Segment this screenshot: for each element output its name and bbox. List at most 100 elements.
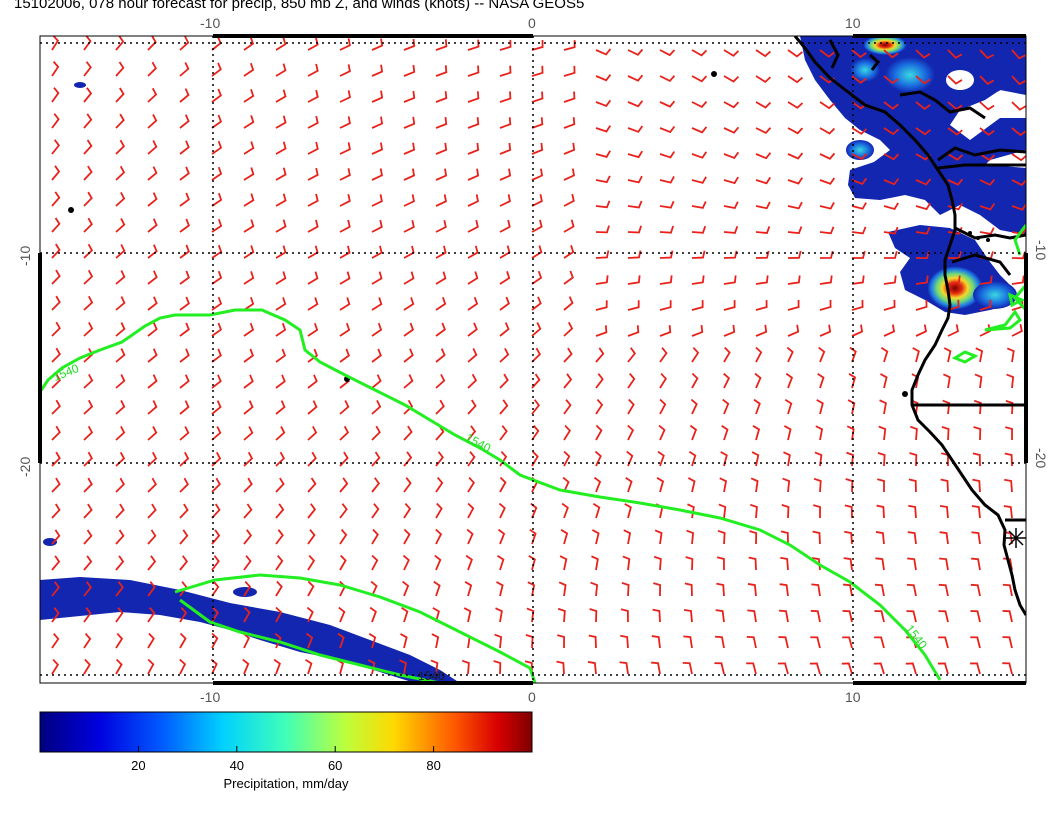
- wind-barb: [818, 346, 826, 363]
- wind-barb: [908, 478, 917, 493]
- wind-barb: [83, 217, 93, 233]
- wind-barb: [83, 477, 93, 493]
- wind-barb: [815, 425, 824, 441]
- wind-barb: [883, 324, 896, 337]
- wind-barb: [211, 477, 221, 493]
- wind-barb: [275, 167, 287, 181]
- wind-barb: [147, 503, 157, 519]
- wind-barb: [179, 503, 189, 519]
- wind-barb: [147, 451, 158, 467]
- wind-barb: [467, 245, 479, 259]
- wind-barb: [627, 424, 635, 441]
- wind-barb: [563, 219, 575, 233]
- wind-barb: [627, 225, 642, 234]
- wind-barb: [971, 557, 981, 571]
- wind-barb: [499, 322, 510, 337]
- wind-barb: [627, 200, 643, 209]
- wind-barb: [275, 219, 287, 233]
- wind-barb: [810, 609, 821, 623]
- wind-barb: [243, 348, 254, 363]
- wind-barb: [147, 192, 158, 207]
- wind-barb: [595, 225, 610, 234]
- contour-label: 1540: [51, 361, 81, 384]
- wind-barb: [179, 36, 190, 51]
- wind-barb: [1002, 583, 1013, 597]
- wind-barb: [947, 202, 964, 211]
- wind-barb: [750, 477, 759, 493]
- colorbar-tick-label: 60: [328, 758, 342, 773]
- wind-barb: [591, 555, 599, 571]
- wind-barb: [243, 219, 255, 233]
- wind-barb: [115, 270, 126, 285]
- wind-barb: [275, 89, 287, 103]
- wind-barb: [627, 398, 635, 415]
- wind-barb: [779, 583, 789, 597]
- wind-barb: [915, 101, 931, 111]
- wind-barb: [915, 127, 931, 136]
- wind-barb: [883, 226, 899, 235]
- wind-barb: [883, 178, 900, 186]
- wind-barb: [147, 348, 158, 363]
- wind-barb: [307, 89, 319, 103]
- wind-barb: [842, 610, 853, 623]
- wind-barb: [755, 201, 771, 210]
- wind-barb: [339, 142, 351, 155]
- wind-barb: [499, 373, 509, 389]
- wind-barb: [691, 176, 707, 184]
- wind-barb: [371, 322, 383, 337]
- wind-barb: [1011, 179, 1026, 187]
- wind-barb: [307, 580, 315, 597]
- wind-barb: [371, 374, 382, 389]
- wind-barb: [371, 528, 379, 545]
- coastline: [793, 36, 1026, 616]
- wind-barb: [778, 636, 789, 649]
- wind-barb: [275, 348, 287, 363]
- wind-barb: [51, 503, 61, 519]
- wind-barb: [723, 49, 740, 57]
- wind-barb: [560, 529, 569, 545]
- wind-barb: [531, 194, 543, 207]
- wind-barb: [851, 275, 865, 285]
- wind-barb: [786, 346, 794, 363]
- wind-barb: [753, 398, 761, 415]
- wind-barb: [275, 580, 283, 597]
- wind-barb: [307, 37, 319, 51]
- wind-barb: [307, 503, 317, 519]
- wind-barb: [403, 477, 412, 493]
- wind-barb: [83, 191, 93, 207]
- wind-barb: [915, 178, 932, 186]
- wind-barb: [778, 609, 789, 623]
- wind-barb: [467, 502, 475, 519]
- wind-barb: [721, 424, 729, 441]
- wind-barb: [179, 192, 190, 207]
- wind-barb: [659, 398, 667, 415]
- wind-barb: [147, 87, 158, 103]
- wind-barb: [531, 373, 541, 389]
- wind-barb: [595, 74, 612, 82]
- precipitation-colorbar: 20 40 60 80: [39, 711, 533, 773]
- wind-barb: [563, 347, 573, 363]
- wind-barb: [619, 661, 629, 675]
- wind-barb: [787, 127, 804, 135]
- wind-barb: [495, 607, 503, 623]
- wind-barb: [51, 607, 60, 623]
- lon-tick-label: 10: [845, 689, 861, 705]
- lat-tick-label: -20: [1033, 448, 1049, 468]
- wind-barb: [947, 153, 964, 161]
- wind-barb: [403, 348, 414, 363]
- lon-tick-label: 0: [528, 15, 536, 31]
- wind-barb: [1005, 399, 1014, 415]
- wind-barb: [851, 250, 866, 259]
- wind-barb: [755, 127, 772, 135]
- wind-barb: [810, 636, 821, 649]
- wind-barb: [755, 101, 772, 109]
- wind-barb: [979, 178, 996, 186]
- wind-barb: [531, 40, 544, 51]
- wind-barb: [723, 300, 736, 311]
- wind-barb: [691, 225, 707, 234]
- wind-barb: [370, 580, 378, 597]
- wind-barb: [620, 634, 629, 649]
- wind-barb: [243, 271, 255, 285]
- wind-barb: [465, 554, 473, 571]
- wind-barb: [563, 117, 576, 129]
